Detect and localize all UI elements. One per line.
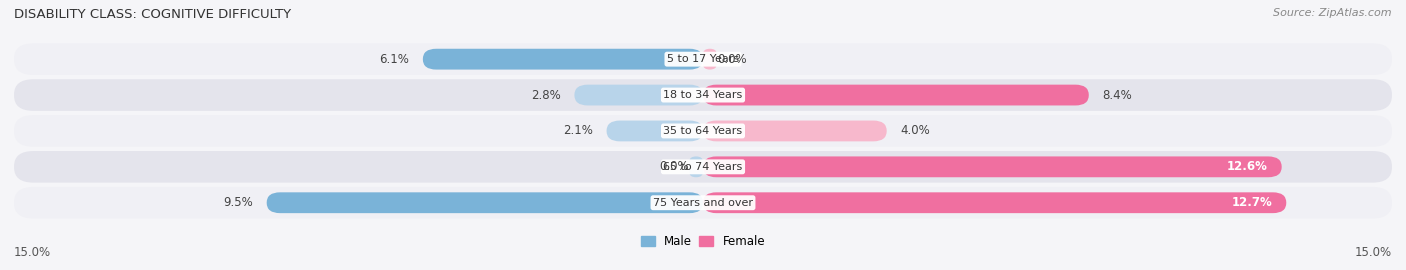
- FancyBboxPatch shape: [703, 85, 1088, 106]
- FancyBboxPatch shape: [14, 43, 1392, 75]
- Text: 0.0%: 0.0%: [717, 53, 747, 66]
- Text: 5 to 17 Years: 5 to 17 Years: [666, 54, 740, 64]
- FancyBboxPatch shape: [14, 115, 1392, 147]
- Text: 0.0%: 0.0%: [659, 160, 689, 173]
- Text: 9.5%: 9.5%: [224, 196, 253, 209]
- FancyBboxPatch shape: [606, 120, 703, 141]
- Text: 12.6%: 12.6%: [1227, 160, 1268, 173]
- Text: 18 to 34 Years: 18 to 34 Years: [664, 90, 742, 100]
- Text: 75 Years and over: 75 Years and over: [652, 198, 754, 208]
- Text: 65 to 74 Years: 65 to 74 Years: [664, 162, 742, 172]
- Text: 12.7%: 12.7%: [1232, 196, 1272, 209]
- Text: 4.0%: 4.0%: [900, 124, 931, 137]
- Text: 35 to 64 Years: 35 to 64 Years: [664, 126, 742, 136]
- Text: 2.1%: 2.1%: [562, 124, 593, 137]
- Legend: Male, Female: Male, Female: [641, 235, 765, 248]
- FancyBboxPatch shape: [703, 120, 887, 141]
- FancyBboxPatch shape: [703, 49, 717, 70]
- FancyBboxPatch shape: [703, 156, 1282, 177]
- Text: 6.1%: 6.1%: [380, 53, 409, 66]
- Text: 15.0%: 15.0%: [1355, 246, 1392, 259]
- FancyBboxPatch shape: [14, 151, 1392, 183]
- Text: 8.4%: 8.4%: [1102, 89, 1132, 102]
- FancyBboxPatch shape: [423, 49, 703, 70]
- Text: DISABILITY CLASS: COGNITIVE DIFFICULTY: DISABILITY CLASS: COGNITIVE DIFFICULTY: [14, 8, 291, 21]
- FancyBboxPatch shape: [14, 187, 1392, 218]
- Text: 2.8%: 2.8%: [531, 89, 561, 102]
- FancyBboxPatch shape: [575, 85, 703, 106]
- FancyBboxPatch shape: [267, 192, 703, 213]
- FancyBboxPatch shape: [689, 156, 703, 177]
- FancyBboxPatch shape: [14, 79, 1392, 111]
- Text: 15.0%: 15.0%: [14, 246, 51, 259]
- FancyBboxPatch shape: [703, 192, 1286, 213]
- Text: Source: ZipAtlas.com: Source: ZipAtlas.com: [1274, 8, 1392, 18]
